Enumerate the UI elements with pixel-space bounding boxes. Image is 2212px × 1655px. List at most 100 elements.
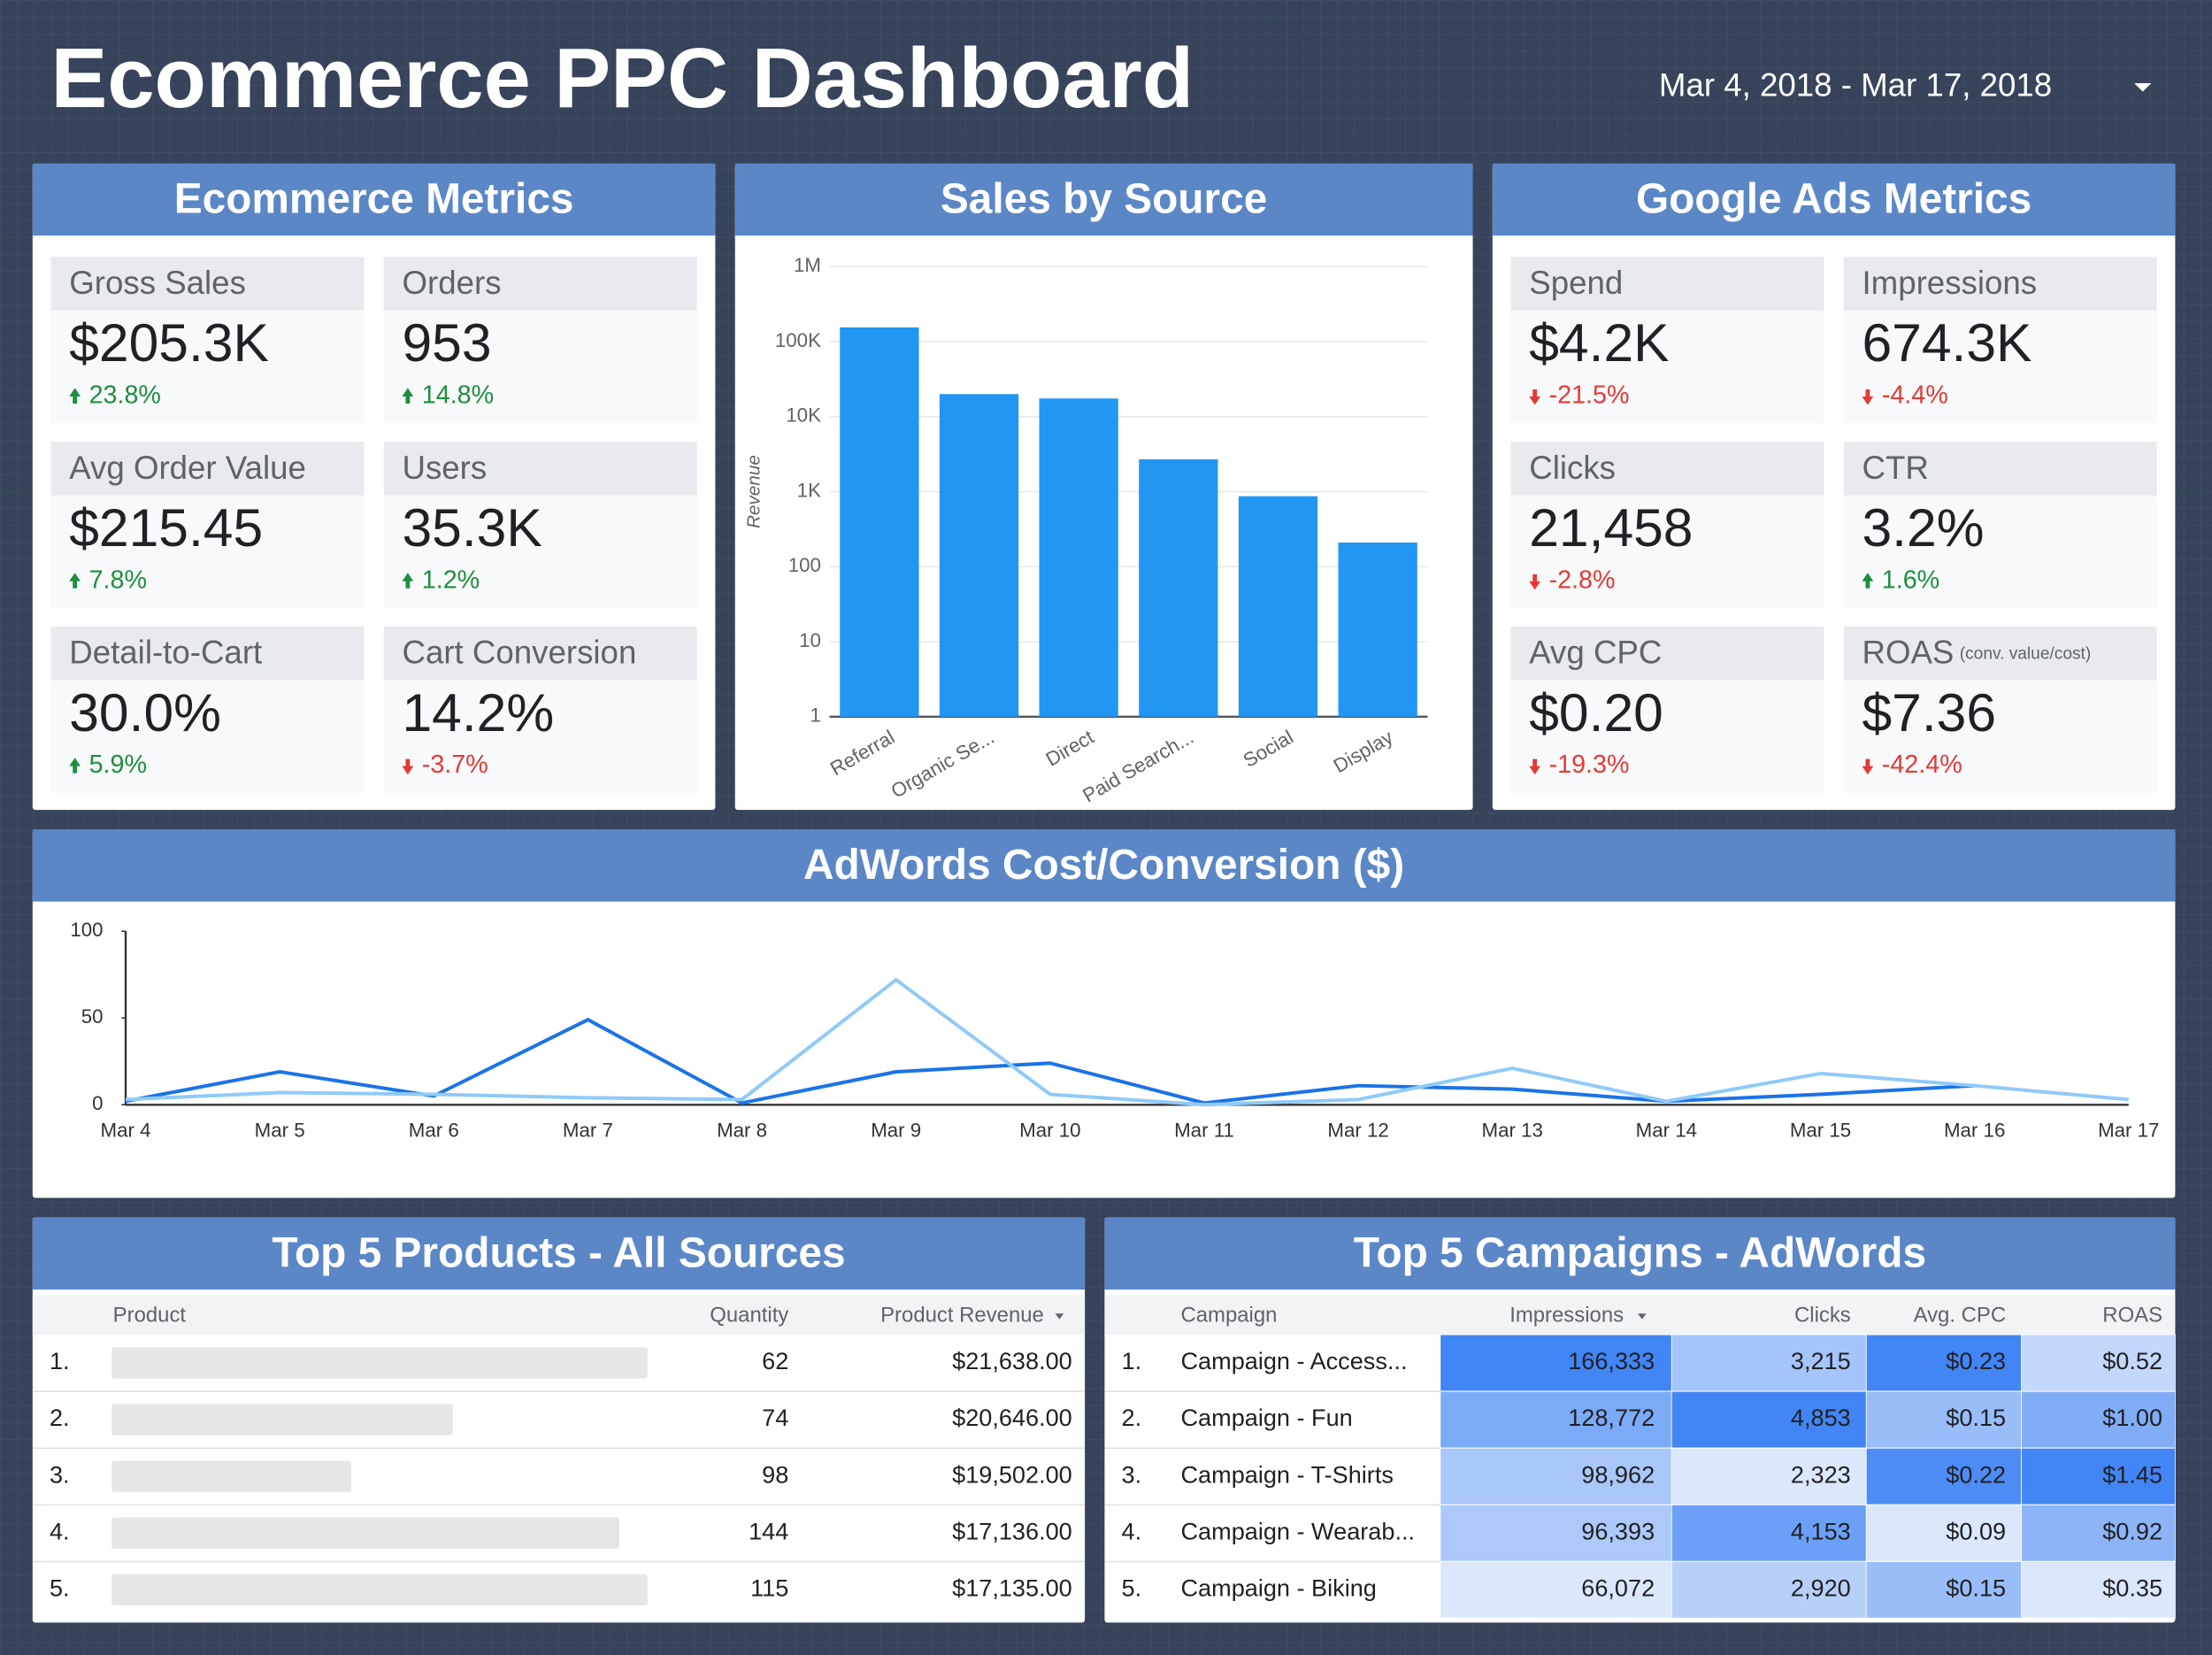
metric-label: Orders <box>402 265 501 301</box>
metric-change: 1.6% <box>1882 566 1939 594</box>
metric-label: Avg CPC <box>1529 634 1662 670</box>
metric-label-text: CTR <box>1862 450 1928 486</box>
cell-value: 2,920 <box>1791 1574 1851 1602</box>
metric-label-text: Cart Conversion <box>402 634 636 670</box>
metric-label-text: Impressions <box>1862 265 2037 301</box>
cell-value: 66,072 <box>1581 1574 1655 1602</box>
x-tick-label: Mar 5 <box>255 1119 305 1141</box>
heatmap-cell <box>1440 1561 1672 1619</box>
cell-value: 4,853 <box>1791 1404 1851 1431</box>
metric-change: 5.9% <box>89 751 147 779</box>
column-header: Clicks <box>1794 1304 1851 1328</box>
metric-label-text: Avg Order Value <box>69 450 306 486</box>
metric-label-bar <box>1510 441 1824 496</box>
panel-title: Top 5 Campaigns - AdWords <box>1354 1229 1926 1276</box>
x-tick-label: Mar 8 <box>717 1119 767 1141</box>
metric-label-text: Spend <box>1529 265 1623 301</box>
metric-label-bar <box>383 441 697 496</box>
column-header: Quantity <box>710 1304 788 1328</box>
metric-label-note: (conv. value/cost) <box>1960 645 2091 664</box>
metric-label-bar <box>383 626 697 681</box>
x-tick-label: Mar 17 <box>2098 1119 2159 1141</box>
y-tick-label: 10 <box>799 629 821 651</box>
metric-change: -42.4% <box>1882 751 1962 779</box>
metric-label: Users <box>402 450 487 486</box>
cell-value: $0.22 <box>1946 1460 2006 1488</box>
panel-title: Google Ads Metrics <box>1636 176 2032 223</box>
metric-label: Spend <box>1529 265 1623 301</box>
metric-change: -4.4% <box>1882 381 1948 410</box>
trend-arrow <box>1529 758 1541 775</box>
heatmap-cell <box>1440 1447 1672 1505</box>
y-tick-label: 10K <box>786 404 821 427</box>
cell-quantity: 98 <box>762 1460 788 1488</box>
metric-change: 23.8% <box>89 381 161 410</box>
y-tick-label: 100 <box>70 919 103 941</box>
metric-label-bar <box>1510 626 1824 681</box>
sort-indicator <box>1638 1313 1647 1320</box>
cell-campaign: Campaign - Fun <box>1180 1404 1352 1431</box>
heatmap-cell <box>1865 1504 2023 1562</box>
metric-value: 21,458 <box>1529 497 1693 558</box>
x-tick-label: Mar 15 <box>1790 1119 1851 1141</box>
y-tick-label: 1K <box>797 479 821 501</box>
trend-arrow <box>69 573 81 589</box>
cell-value: $0.15 <box>1946 1574 2006 1602</box>
metric-value: 674.3K <box>1862 312 2032 373</box>
x-tick-label: Mar 11 <box>1174 1119 1234 1141</box>
heatmap-cell <box>1865 1561 2023 1619</box>
cell-campaign: Campaign - Wearab... <box>1180 1517 1415 1544</box>
bar <box>939 394 1019 717</box>
dashboard-title: Ecommerce PPC Dashboard <box>51 31 1194 126</box>
date-dropdown-icon[interactable] <box>2134 83 2152 92</box>
metric-value: 30.0% <box>69 682 221 743</box>
x-tick-label: Mar 13 <box>1482 1119 1543 1141</box>
metric-label-text: Gross Sales <box>69 265 246 301</box>
metric-label-text: Detail-to-Cart <box>69 634 262 670</box>
cell-revenue: $21,638.00 <box>952 1347 1072 1374</box>
bar <box>1139 459 1218 717</box>
heatmap-cell <box>1865 1334 2023 1392</box>
column-header: ROAS <box>2102 1304 2162 1328</box>
cell-quantity: 115 <box>750 1574 788 1602</box>
blurred-product-name <box>111 1404 453 1436</box>
metric-label: Gross Sales <box>69 265 246 301</box>
heatmap-cell <box>2021 1447 2176 1505</box>
metric-label-text: Users <box>402 450 487 486</box>
trend-arrow <box>69 388 81 404</box>
panel-header <box>1104 1217 2176 1290</box>
row-rank: 5. <box>1122 1574 1142 1602</box>
metric-value: $7.36 <box>1862 682 1996 743</box>
x-tick-label: Mar 9 <box>871 1119 921 1141</box>
column-header: Product Revenue <box>880 1304 1044 1328</box>
heatmap-cell <box>1440 1334 1672 1392</box>
metric-change: -3.7% <box>422 751 488 779</box>
date-range[interactable]: Mar 4, 2018 - Mar 17, 2018 <box>1659 67 2052 104</box>
trend-arrow <box>1529 389 1541 405</box>
panel-header <box>32 829 2176 902</box>
row-rank: 1. <box>1122 1347 1142 1374</box>
cell-value: 3,215 <box>1791 1347 1851 1374</box>
column-header: Impressions <box>1509 1304 1624 1328</box>
cell-value: 2,323 <box>1791 1460 1851 1488</box>
metric-change: 7.8% <box>89 566 147 594</box>
y-tick-label: 1M <box>794 254 821 276</box>
x-tick-label: Mar 16 <box>1944 1119 2005 1141</box>
bar <box>840 327 919 717</box>
cell-value: $1.00 <box>2102 1404 2162 1431</box>
metric-label-text: Avg CPC <box>1529 634 1662 670</box>
cell-value: $0.15 <box>1946 1404 2006 1431</box>
bar <box>1338 543 1417 717</box>
cell-campaign: Campaign - T-Shirts <box>1180 1460 1393 1488</box>
cell-value: $0.35 <box>2102 1574 2162 1602</box>
bar <box>1238 496 1318 717</box>
cell-quantity: 62 <box>762 1347 788 1374</box>
metric-value: $0.20 <box>1529 682 1663 743</box>
metric-label-bar <box>50 626 365 681</box>
trend-arrow <box>402 758 414 775</box>
row-rank: 1. <box>50 1347 70 1374</box>
cell-value: $0.23 <box>1946 1347 2006 1374</box>
panel-header <box>32 1217 1086 1290</box>
metric-label-bar <box>50 441 365 496</box>
cell-value: 4,153 <box>1791 1517 1851 1544</box>
